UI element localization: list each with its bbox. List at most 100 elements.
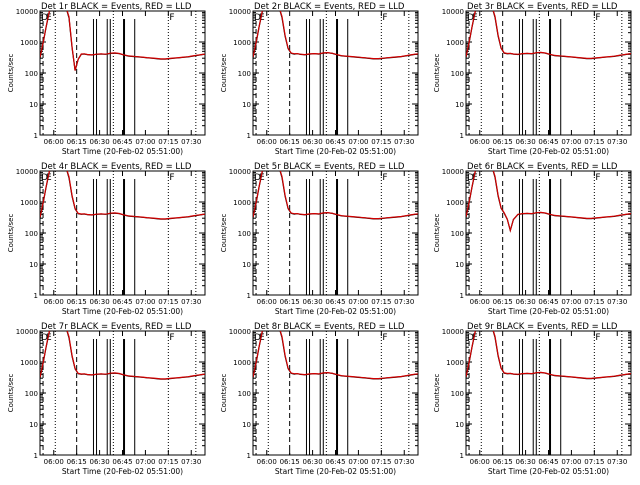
y-tick-label: 1 bbox=[247, 132, 251, 140]
y-axis-label: Counts/sec bbox=[7, 54, 15, 93]
corner-label-e: E bbox=[46, 173, 52, 183]
plot-frame bbox=[39, 10, 206, 136]
x-tick-label: 06:30 bbox=[89, 298, 109, 306]
y-tick-label: 10000 bbox=[16, 328, 38, 336]
marker-label-f: F bbox=[382, 333, 387, 343]
y-tick-label: 10 bbox=[455, 421, 464, 429]
panel-det-7r: Det 7r BLACK = Events, RED = LLD 1 10 100 10… bbox=[7, 322, 206, 476]
plot-frame bbox=[252, 330, 419, 456]
corner-label-e: E bbox=[472, 13, 478, 23]
corner-label-d: D bbox=[254, 333, 261, 343]
x-tick-label: 07:15 bbox=[584, 458, 604, 466]
y-tick-label: 1 bbox=[247, 292, 251, 300]
x-tick-label: 06:15 bbox=[493, 298, 513, 306]
plot-frame bbox=[252, 10, 419, 136]
y-tick-label: 10 bbox=[29, 261, 38, 269]
x-tick-label: 07:00 bbox=[135, 138, 155, 146]
y-tick-label: 10 bbox=[455, 101, 464, 109]
y-axis-label: Counts/sec bbox=[220, 374, 228, 413]
plot-frame bbox=[465, 170, 632, 296]
y-tick-label: 10000 bbox=[442, 168, 464, 176]
x-tick-label: 06:00 bbox=[470, 138, 490, 146]
y-tick-label: 100 bbox=[238, 70, 251, 78]
series-lld bbox=[466, 331, 631, 379]
x-tick-label: 07:30 bbox=[181, 458, 201, 466]
corner-label-d: D bbox=[254, 13, 261, 23]
x-tick-label: 06:30 bbox=[302, 458, 322, 466]
x-tick-label: 06:30 bbox=[89, 458, 109, 466]
panel-det-4r: Det 4r BLACK = Events, RED = LLD 1 10 100 10… bbox=[7, 162, 206, 316]
x-tick-label: 07:00 bbox=[348, 458, 368, 466]
panel-title: Det 7r BLACK = Events, RED = LLD bbox=[41, 322, 192, 332]
marker-label-f: F bbox=[595, 13, 600, 23]
y-tick-label: 100 bbox=[451, 70, 464, 78]
corner-label-e: E bbox=[472, 333, 478, 343]
y-tick-label: 10 bbox=[29, 421, 38, 429]
x-tick-label: 07:15 bbox=[158, 138, 178, 146]
y-tick-label: 1000 bbox=[233, 199, 251, 207]
x-axis-label: Start Time (20-Feb-02 05:51:00) bbox=[275, 307, 396, 316]
x-tick-label: 06:45 bbox=[325, 298, 345, 306]
corner-label-d: D bbox=[41, 13, 48, 23]
series-lld bbox=[40, 171, 205, 220]
marker-label-f: F bbox=[595, 173, 600, 183]
x-tick-label: 07:15 bbox=[158, 298, 178, 306]
x-tick-label: 07:00 bbox=[561, 458, 581, 466]
x-tick-label: 06:45 bbox=[112, 458, 132, 466]
panel-title: Det 6r BLACK = Events, RED = LLD bbox=[467, 162, 618, 172]
y-tick-label: 10000 bbox=[229, 8, 251, 16]
x-tick-label: 07:15 bbox=[158, 458, 178, 466]
y-tick-label: 1 bbox=[34, 132, 38, 140]
series-lld bbox=[40, 331, 205, 380]
x-tick-label: 06:45 bbox=[325, 458, 345, 466]
x-tick-label: 06:30 bbox=[302, 138, 322, 146]
x-tick-label: 06:15 bbox=[280, 138, 300, 146]
y-tick-label: 1000 bbox=[233, 39, 251, 47]
y-tick-label: 1000 bbox=[20, 359, 38, 367]
corner-label-e: E bbox=[259, 13, 265, 23]
panel-title: Det 9r BLACK = Events, RED = LLD bbox=[467, 322, 618, 332]
corner-label-e: E bbox=[46, 333, 52, 343]
y-tick-label: 1000 bbox=[446, 39, 464, 47]
y-tick-label: 10000 bbox=[229, 328, 251, 336]
x-tick-label: 07:30 bbox=[181, 298, 201, 306]
plot-frame bbox=[252, 170, 419, 296]
x-tick-label: 07:00 bbox=[348, 138, 368, 146]
x-tick-label: 07:30 bbox=[607, 138, 627, 146]
corner-label-d: D bbox=[41, 333, 48, 343]
y-tick-label: 10000 bbox=[16, 8, 38, 16]
panel-title: Det 8r BLACK = Events, RED = LLD bbox=[254, 322, 405, 332]
marker-label-f: F bbox=[169, 173, 174, 183]
panel-det-3r: Det 3r BLACK = Events, RED = LLD 1 10 100 10… bbox=[433, 2, 632, 156]
y-tick-label: 10000 bbox=[229, 168, 251, 176]
panel-det-8r: Det 8r BLACK = Events, RED = LLD 1 10 100 10… bbox=[220, 322, 419, 476]
plot-frame bbox=[39, 330, 206, 456]
x-tick-label: 06:45 bbox=[538, 298, 558, 306]
x-tick-label: 06:30 bbox=[515, 298, 535, 306]
x-tick-label: 06:15 bbox=[493, 138, 513, 146]
y-tick-label: 100 bbox=[25, 230, 38, 238]
x-tick-label: 07:30 bbox=[181, 138, 201, 146]
x-tick-label: 07:00 bbox=[561, 298, 581, 306]
panel-title: Det 4r BLACK = Events, RED = LLD bbox=[41, 162, 192, 172]
panel-title: Det 2r BLACK = Events, RED = LLD bbox=[254, 2, 405, 12]
panel-title: Det 3r BLACK = Events, RED = LLD bbox=[467, 2, 618, 12]
y-tick-label: 1 bbox=[34, 292, 38, 300]
x-tick-label: 06:00 bbox=[470, 458, 490, 466]
y-tick-label: 100 bbox=[238, 390, 251, 398]
y-axis-label: Counts/sec bbox=[433, 374, 441, 413]
x-tick-label: 06:00 bbox=[44, 298, 64, 306]
y-tick-label: 1 bbox=[247, 452, 251, 460]
x-tick-label: 07:30 bbox=[607, 458, 627, 466]
y-tick-label: 1 bbox=[460, 292, 464, 300]
x-tick-label: 06:00 bbox=[257, 138, 277, 146]
panel-det-9r: Det 9r BLACK = Events, RED = LLD 1 10 100 10… bbox=[433, 322, 632, 476]
x-tick-label: 07:15 bbox=[371, 458, 391, 466]
y-tick-label: 10 bbox=[242, 101, 251, 109]
marker-label-f: F bbox=[169, 333, 174, 343]
x-tick-label: 06:30 bbox=[515, 138, 535, 146]
x-tick-label: 06:45 bbox=[538, 138, 558, 146]
series-lld bbox=[253, 171, 418, 220]
corner-label-e: E bbox=[259, 333, 265, 343]
